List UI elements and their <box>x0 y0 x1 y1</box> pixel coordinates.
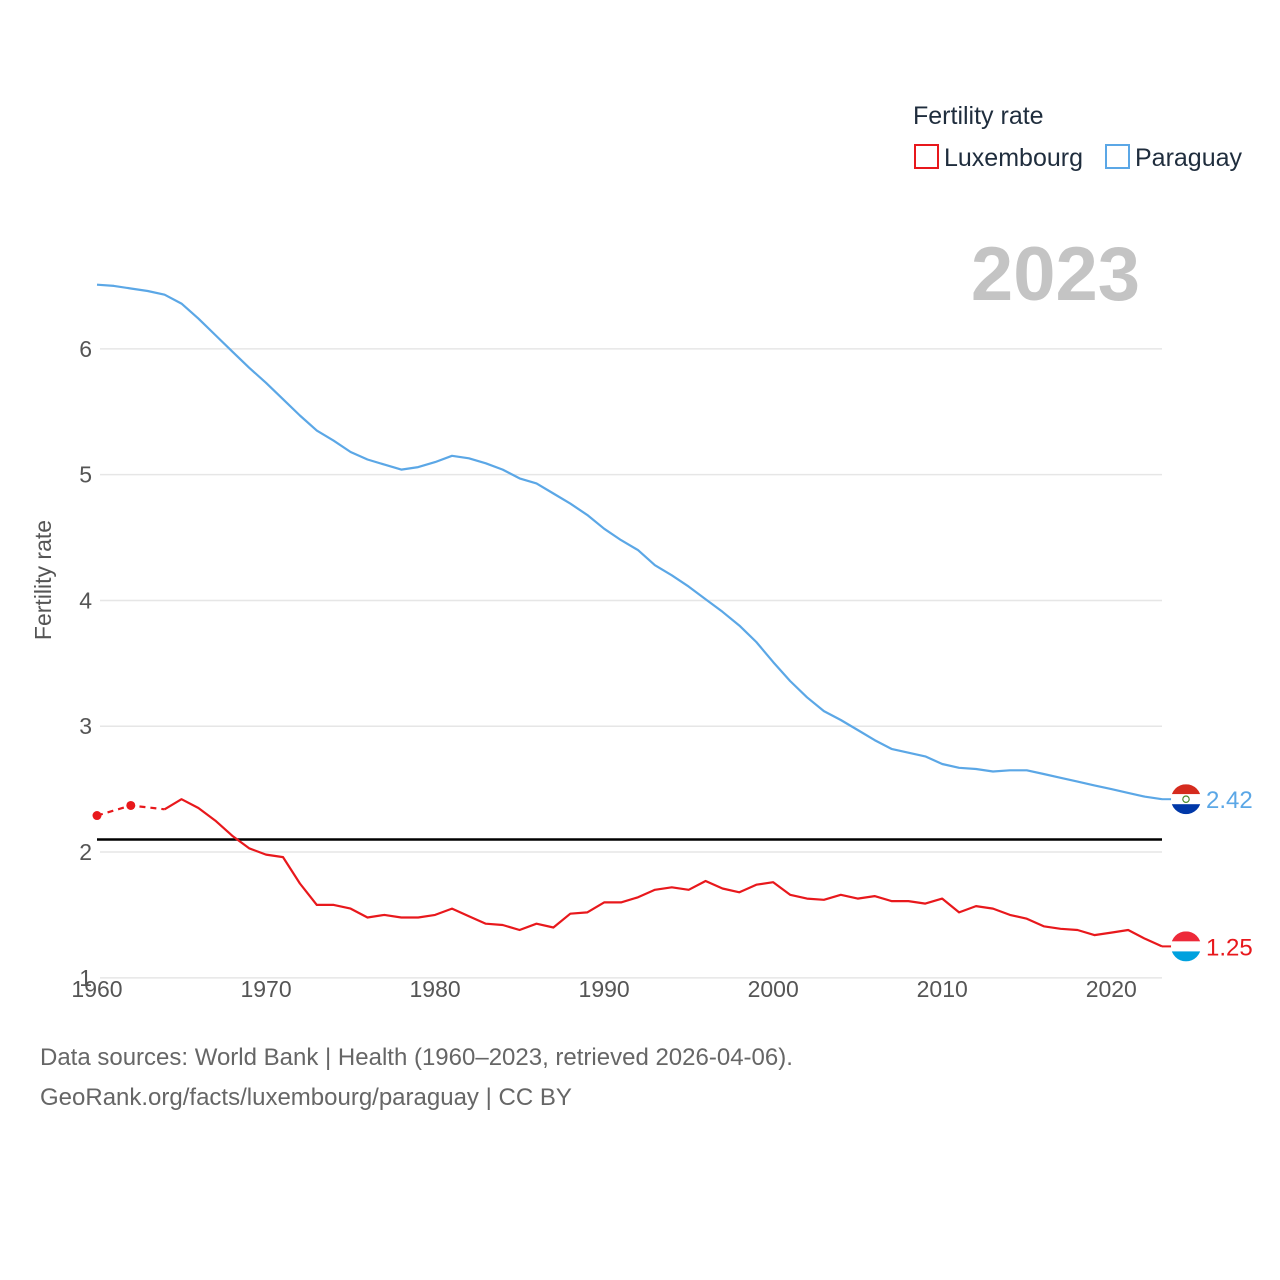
y-axis-ticks: 1 2 3 4 5 6 <box>79 336 92 991</box>
footer-sources: Data sources: World Bank | Health (1960–… <box>40 1044 793 1071</box>
legend-swatch-luxembourg <box>914 144 939 169</box>
y-axis-title: Fertility rate <box>30 520 56 640</box>
x-tick-label-1970: 1970 <box>240 976 291 1002</box>
luxembourg-flag-icon <box>1171 931 1201 962</box>
series-lines <box>92 283 1172 948</box>
footer-attribution: GeoRank.org/facts/luxembourg/paraguay | … <box>40 1084 572 1111</box>
y-tick-label-3: 3 <box>79 713 92 739</box>
paraguay-line <box>96 283 1163 801</box>
legend-swatch-paraguay <box>1105 144 1130 169</box>
y-tick-label-5: 5 <box>79 462 92 488</box>
x-axis-ticks: 1960 1970 1980 1990 2000 2010 2020 <box>71 976 1136 1002</box>
x-tick-label-2010: 2010 <box>917 976 968 1002</box>
legend-label-luxembourg: Luxembourg <box>944 144 1083 172</box>
legend: Fertility rate Luxembourg Paraguay <box>913 102 1243 172</box>
luxembourg-point-1960 <box>92 811 102 821</box>
paraguay-end-value: 2.42 <box>1206 787 1253 814</box>
x-tick-label-2000: 2000 <box>748 976 799 1002</box>
y-tick-label-1: 1 <box>79 965 92 991</box>
luxembourg-point-1962 <box>126 800 136 810</box>
legend-label-paraguay: Paraguay <box>1135 144 1243 172</box>
grid <box>100 348 1162 979</box>
paraguay-flag-icon <box>1171 784 1201 815</box>
x-tick-label-2020: 2020 <box>1086 976 1137 1002</box>
y-tick-label-2: 2 <box>79 839 92 865</box>
x-tick-label-1960: 1960 <box>71 976 122 1002</box>
legend-title: Fertility rate <box>913 102 1044 130</box>
x-tick-label-1990: 1990 <box>579 976 630 1002</box>
luxembourg-line <box>164 798 1163 948</box>
x-tick-label-1980: 1980 <box>410 976 461 1002</box>
y-tick-label-6: 6 <box>79 336 92 362</box>
luxembourg-end-value: 1.25 <box>1206 934 1253 961</box>
y-tick-label-4: 4 <box>79 587 92 613</box>
year-label: 2023 <box>971 232 1140 317</box>
